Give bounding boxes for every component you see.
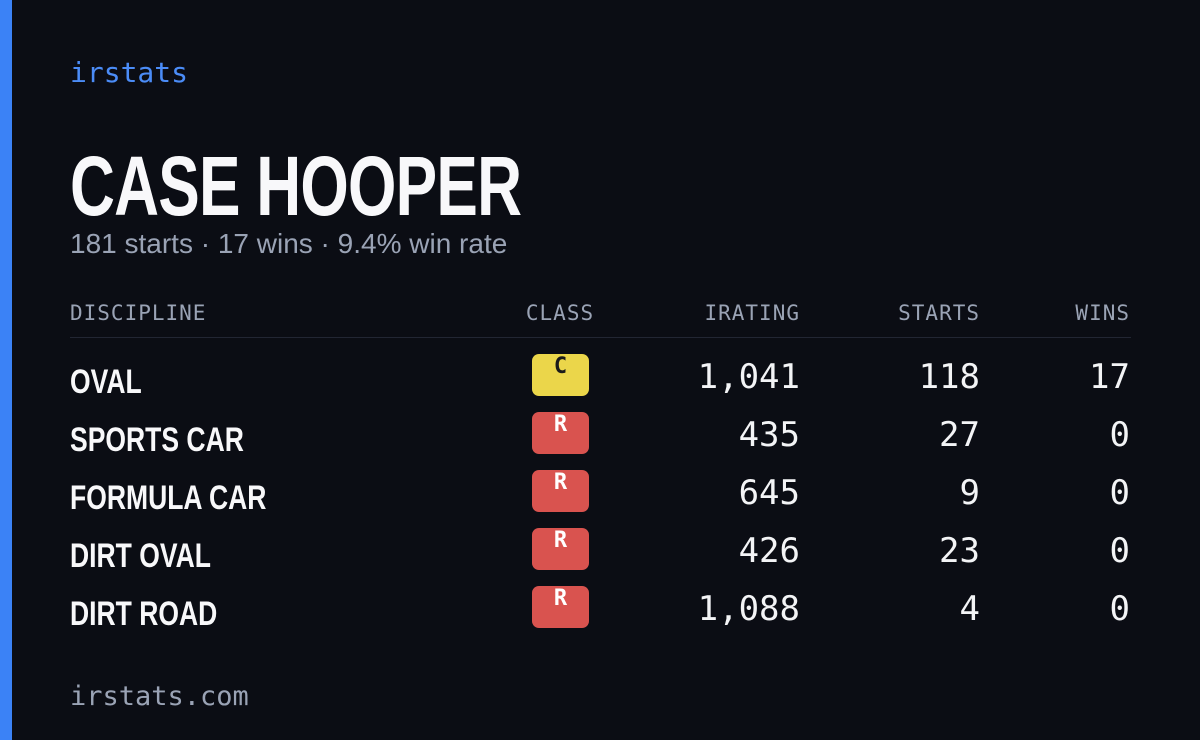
class-badge: C <box>532 354 589 396</box>
starts: 27 <box>939 415 980 455</box>
driver-name: CASE HOOPER <box>70 139 522 233</box>
class-badge: R <box>532 586 589 628</box>
irating: 1,041 <box>697 357 800 397</box>
irating: 645 <box>738 473 800 513</box>
class-badge: R <box>532 412 589 454</box>
discipline: DIRT ROAD <box>70 595 218 633</box>
starts: 4 <box>959 589 980 629</box>
starts: 23 <box>939 531 980 571</box>
class-badge: R <box>532 528 589 570</box>
driver-summary: 181 starts · 17 wins · 9.4% win rate <box>70 228 508 259</box>
footer: irstats.com <box>70 681 249 712</box>
column-header: STARTS <box>898 301 980 325</box>
wins: 0 <box>1109 415 1130 455</box>
wins: 0 <box>1109 473 1130 513</box>
irating: 1,088 <box>697 589 800 629</box>
accent-bar <box>0 0 12 740</box>
wins: 0 <box>1109 531 1130 571</box>
wins: 17 <box>1089 357 1130 397</box>
column-header: DISCIPLINE <box>70 301 207 325</box>
wins: 0 <box>1109 589 1130 629</box>
column-header: IRATING <box>704 301 800 325</box>
header-rule <box>70 337 1131 338</box>
brand: irstats <box>70 56 189 89</box>
irating: 435 <box>738 415 800 455</box>
discipline: DIRT OVAL <box>70 537 211 575</box>
discipline: SPORTS CAR <box>70 421 244 459</box>
starts: 9 <box>959 473 980 513</box>
starts: 118 <box>918 357 980 397</box>
column-header: WINS <box>1075 301 1130 325</box>
discipline: FORMULA CAR <box>70 479 267 517</box>
class-badge: R <box>532 470 589 512</box>
column-header: CLASS <box>525 301 595 325</box>
discipline: OVAL <box>70 363 142 401</box>
irating: 426 <box>738 531 800 571</box>
